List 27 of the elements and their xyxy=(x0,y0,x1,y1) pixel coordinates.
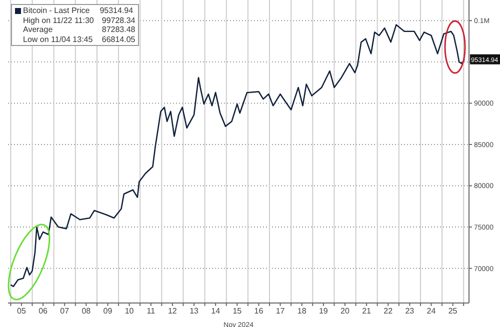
text: 95314.94 xyxy=(100,6,134,15)
x-tick-label: 07 xyxy=(60,306,70,316)
x-tick-label: 21 xyxy=(362,306,372,316)
x-tick-label: 06 xyxy=(38,306,48,316)
x-tick-label: 19 xyxy=(318,306,328,316)
text: Average 87283.48 xyxy=(23,25,136,34)
x-tick-label: 13 xyxy=(190,306,200,316)
x-tick-label: 10 xyxy=(124,306,134,316)
annotation: Low on 11/04 13:45 66814.05 xyxy=(23,34,136,44)
x-tick-label: 15 xyxy=(232,306,242,316)
x-tick-label: 09 xyxy=(103,306,113,316)
x-tick-label: 17 xyxy=(276,306,286,316)
annotation: High on 11/22 11:30 99728.34 xyxy=(23,16,136,25)
x-tick-label: 25 xyxy=(448,306,458,316)
x-tick-label: 23 xyxy=(405,306,415,316)
x-tick-label: 22 xyxy=(384,306,394,316)
x-tick-label: 18 xyxy=(297,306,307,316)
x-tick-label: 16 xyxy=(254,306,264,316)
line-series xyxy=(10,24,466,288)
x-tick-label: 12 xyxy=(168,306,178,316)
x-tick-label: 20 xyxy=(340,306,350,316)
x-tick-label: 24 xyxy=(426,306,436,316)
x-tick-label: 11 xyxy=(146,306,156,316)
legend-label: Bitcoin - Last Price xyxy=(23,6,90,16)
x-tick-label: 14 xyxy=(211,306,221,316)
x-tick-label: 08 xyxy=(82,306,92,316)
x-tick-label: 05 xyxy=(17,306,26,316)
